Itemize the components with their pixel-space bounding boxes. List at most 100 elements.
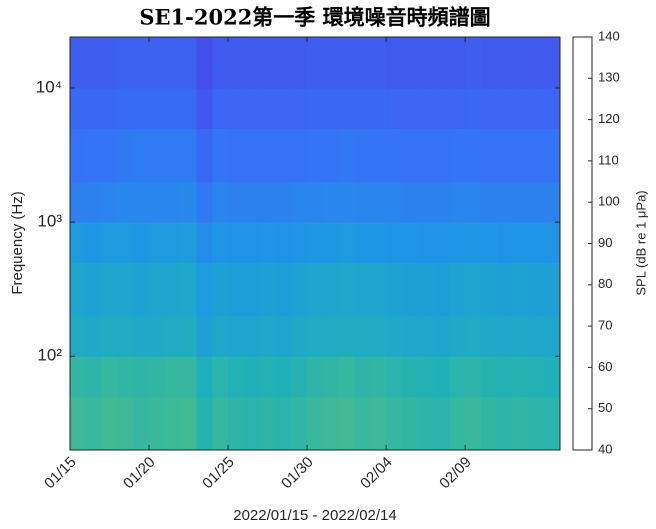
heatmap-cell (417, 87, 435, 129)
heatmap-cell (164, 128, 182, 183)
heatmap-cell (243, 128, 261, 183)
heatmap-cell (480, 396, 498, 451)
heatmap-cell (70, 396, 87, 451)
heatmap-cell (512, 87, 529, 129)
heatmap-cell (465, 356, 482, 398)
heatmap-cell (386, 262, 403, 317)
heatmap-cell (101, 128, 118, 183)
heatmap-cell (544, 262, 561, 317)
heatmap-cell (243, 37, 261, 89)
heatmap-cell (544, 37, 561, 89)
heatmap-cell (133, 128, 150, 183)
heatmap-cell (465, 181, 482, 223)
heatmap-cell (496, 356, 514, 398)
heatmap-cell (528, 37, 545, 89)
colorbar-tick-label: 50 (598, 400, 612, 415)
heatmap-cell (370, 396, 387, 451)
heatmap-cell (433, 222, 450, 263)
heatmap-cell (180, 87, 197, 129)
heatmap-cell (307, 262, 324, 317)
heatmap-cell (180, 396, 197, 451)
heatmap-cell (307, 181, 324, 223)
heatmap-cell (480, 181, 498, 223)
heatmap-cell (212, 315, 229, 357)
heatmap-cell (465, 128, 482, 183)
heatmap-cell (512, 262, 529, 317)
heatmap-cell (544, 315, 561, 357)
heatmap-cell (307, 87, 324, 129)
heatmap-cell (354, 37, 371, 89)
x-axis-label: 2022/01/15 - 2022/02/14 (233, 507, 396, 524)
heatmap-cell (496, 222, 514, 263)
heatmap-cell (386, 128, 403, 183)
heatmap-cell (243, 87, 261, 129)
heatmap-cell (291, 37, 308, 89)
heatmap-cell (401, 262, 419, 317)
heatmap-cell (117, 181, 134, 223)
heatmap-cell (322, 181, 340, 223)
heatmap-cell (544, 87, 561, 129)
heatmap-cell (243, 222, 261, 263)
heatmap-cell (196, 181, 213, 223)
heatmap-cell (85, 396, 103, 451)
y-tick-label: 10² (37, 346, 62, 365)
heatmap-cell (133, 315, 150, 357)
heatmap-cell (496, 262, 514, 317)
heatmap-cell (354, 87, 371, 129)
heatmap-cell (417, 315, 435, 357)
heatmap-cell (85, 315, 103, 357)
heatmap-cell (196, 222, 213, 263)
heatmap-cell (117, 222, 134, 263)
heatmap-cell (512, 222, 529, 263)
heatmap-cell (401, 222, 419, 263)
heatmap-cell (243, 356, 261, 398)
heatmap-cell (259, 356, 276, 398)
heatmap-cell (133, 87, 150, 129)
heatmap-cell (480, 262, 498, 317)
x-tick-label: 01/25 (199, 454, 238, 493)
heatmap-cell (101, 262, 118, 317)
heatmap-cell (149, 87, 166, 129)
heatmap-cell (212, 222, 229, 263)
heatmap-cell (480, 356, 498, 398)
x-tick-label: 02/04 (357, 454, 396, 493)
heatmap-cell (433, 356, 450, 398)
heatmap-cell (164, 87, 182, 129)
heatmap-cell (496, 396, 514, 451)
heatmap-cell (196, 315, 213, 357)
heatmap-cell (370, 37, 387, 89)
heatmap-cell (212, 87, 229, 129)
heatmap-cell (101, 37, 118, 89)
heatmap-cell (528, 262, 545, 317)
heatmap-cell (85, 356, 103, 398)
heatmap-cell (228, 37, 245, 89)
heatmap-cell (386, 396, 403, 451)
heatmap-cell (386, 37, 403, 89)
y-tick-label: 10⁴ (36, 77, 62, 96)
heatmap-cell (70, 315, 87, 357)
heatmap-cell (70, 181, 87, 223)
heatmap-cell (528, 128, 545, 183)
heatmap-cell (212, 128, 229, 183)
heatmap-cell (291, 181, 308, 223)
heatmap-cell (149, 356, 166, 398)
heatmap-cell (291, 315, 308, 357)
heatmap-cell (149, 37, 166, 89)
heatmap-cell (449, 128, 466, 183)
heatmap-cell (544, 181, 561, 223)
heatmap-cell (164, 222, 182, 263)
chart-title: SE1-2022第一季 環境噪音時頻譜圖 (139, 5, 490, 30)
heatmap-cell (275, 128, 292, 183)
heatmap-cell (322, 222, 340, 263)
heatmap-cell (544, 222, 561, 263)
heatmap-cell (259, 128, 276, 183)
heatmap-cell (117, 356, 134, 398)
x-tick-label: 02/09 (436, 454, 475, 493)
heatmap-cell (433, 87, 450, 129)
heatmap-cell (449, 222, 466, 263)
heatmap-cell (465, 396, 482, 451)
colorbar-tick-label: 70 (598, 318, 612, 333)
heatmap-cell (117, 262, 134, 317)
heatmap-cell (243, 262, 261, 317)
